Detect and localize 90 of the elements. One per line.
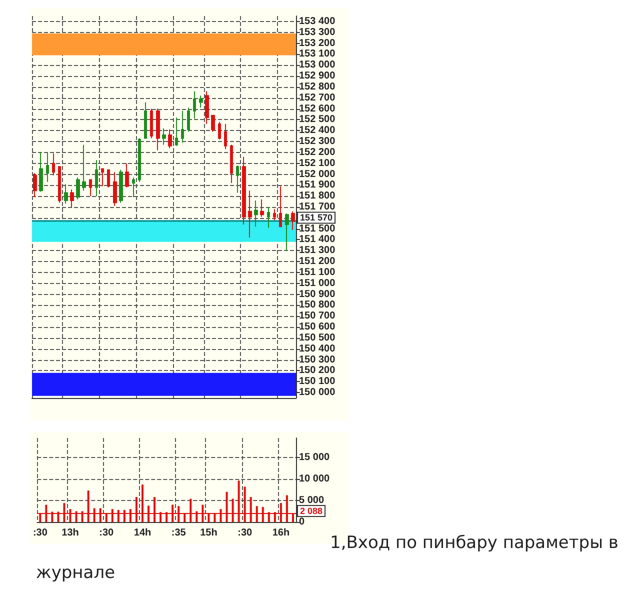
candlestick <box>95 160 98 197</box>
candlestick <box>199 95 203 108</box>
candlestick <box>254 200 258 228</box>
y-tick-label: 152 700 <box>299 92 336 104</box>
x-tick-label: 15h <box>200 528 218 538</box>
candlestick <box>162 128 166 146</box>
candlestick <box>107 169 110 188</box>
candlestick <box>193 90 196 120</box>
candlestick <box>76 177 80 200</box>
y-tick-label: 0 <box>299 516 305 528</box>
y-tick-label: 151 300 <box>299 245 336 256</box>
y-tick-label: 151 100 <box>299 266 336 278</box>
y-tick-label: 152 200 <box>299 146 336 158</box>
y-tick-label: 151 800 <box>299 190 336 202</box>
candlestick <box>168 129 172 149</box>
y-tick-label: 151 400 <box>299 234 336 246</box>
candlestick <box>113 172 117 206</box>
candlestick <box>150 108 153 139</box>
y-tick-label: 150 900 <box>299 288 336 300</box>
x-tick-label: 14h <box>134 528 152 538</box>
y-tick-label: 152 300 <box>299 136 336 148</box>
candlestick <box>33 172 37 198</box>
x-tick-label: :35 <box>171 528 186 538</box>
y-tick-label: 5 000 <box>299 494 324 506</box>
candlestick <box>39 152 43 192</box>
y-tick-label: 153 400 <box>299 16 336 27</box>
candlestick <box>205 90 209 125</box>
y-tick-label: 150 400 <box>299 343 336 354</box>
y-tick-label: 151 000 <box>299 278 336 289</box>
x-tick-label: 16h <box>272 528 290 538</box>
candlestick <box>89 179 92 197</box>
candlestick <box>279 186 282 228</box>
y-tick-label: 150 300 <box>299 354 336 366</box>
y-tick-label: 150 700 <box>299 310 336 322</box>
candlestick <box>248 190 252 238</box>
x-tick-label: :30 <box>238 528 252 538</box>
candlestick <box>230 144 233 184</box>
y-tick-label: 150 500 <box>299 332 336 344</box>
y-tick-label: 153 100 <box>299 48 336 60</box>
candlestick <box>119 169 123 204</box>
y-tick-label: 150 600 <box>299 322 336 333</box>
y-tick-label: 153 300 <box>299 26 336 38</box>
candlestick <box>46 152 49 182</box>
candlestick <box>285 213 289 252</box>
y-tick-label: 152 000 <box>299 168 336 180</box>
candlestick <box>64 184 68 204</box>
candlestick <box>260 198 264 218</box>
candlestick <box>267 206 270 228</box>
y-tick-label: 153 000 <box>299 60 336 71</box>
ref-line-label: 2 088 <box>300 506 323 516</box>
candlestick <box>242 156 246 225</box>
x-tick-label: 13h <box>62 528 79 538</box>
y-tick-label: 151 900 <box>299 180 336 191</box>
y-tick-label: 151 500 <box>299 223 336 234</box>
y-tick-label: 153 200 <box>299 38 336 49</box>
candlestick <box>58 166 61 204</box>
candlestick <box>125 162 129 188</box>
candlestick <box>82 144 86 192</box>
candlestick <box>138 138 141 182</box>
candlestick <box>156 108 160 151</box>
candlestick <box>101 168 104 187</box>
y-tick-label: 151 700 <box>299 202 336 212</box>
candlestick <box>211 114 215 132</box>
y-tick-label: 150 100 <box>299 376 336 388</box>
candlestick <box>218 121 221 140</box>
y-tick-label: 151 200 <box>299 256 336 268</box>
y-tick-label: 152 100 <box>299 158 336 169</box>
y-tick-label: 152 800 <box>299 81 336 92</box>
candlestick <box>224 124 227 150</box>
candlestick <box>144 102 147 139</box>
candlestick <box>273 208 276 221</box>
candlestick <box>70 189 74 208</box>
y-tick-label: 15 000 <box>299 452 330 463</box>
y-tick-label: 152 400 <box>299 125 336 136</box>
candlestick <box>132 177 135 198</box>
candlestick <box>291 210 295 230</box>
candlestick <box>187 107 190 132</box>
y-tick-label: 10 000 <box>299 473 330 484</box>
y-tick-label: 152 600 <box>299 103 336 114</box>
candlestick <box>52 153 55 176</box>
y-tick-label: 150 200 <box>299 365 336 376</box>
ref-line-label: 151 570 <box>300 212 333 223</box>
y-tick-label: 152 500 <box>299 114 336 126</box>
candlestick <box>181 110 184 144</box>
y-tick-label: 150 800 <box>299 300 336 311</box>
x-tick-label: :30 <box>32 528 48 538</box>
y-tick-label: 150 000 <box>299 387 336 398</box>
candlestick <box>236 165 239 194</box>
candlestick <box>175 117 178 146</box>
y-tick-label: 152 900 <box>299 70 336 82</box>
